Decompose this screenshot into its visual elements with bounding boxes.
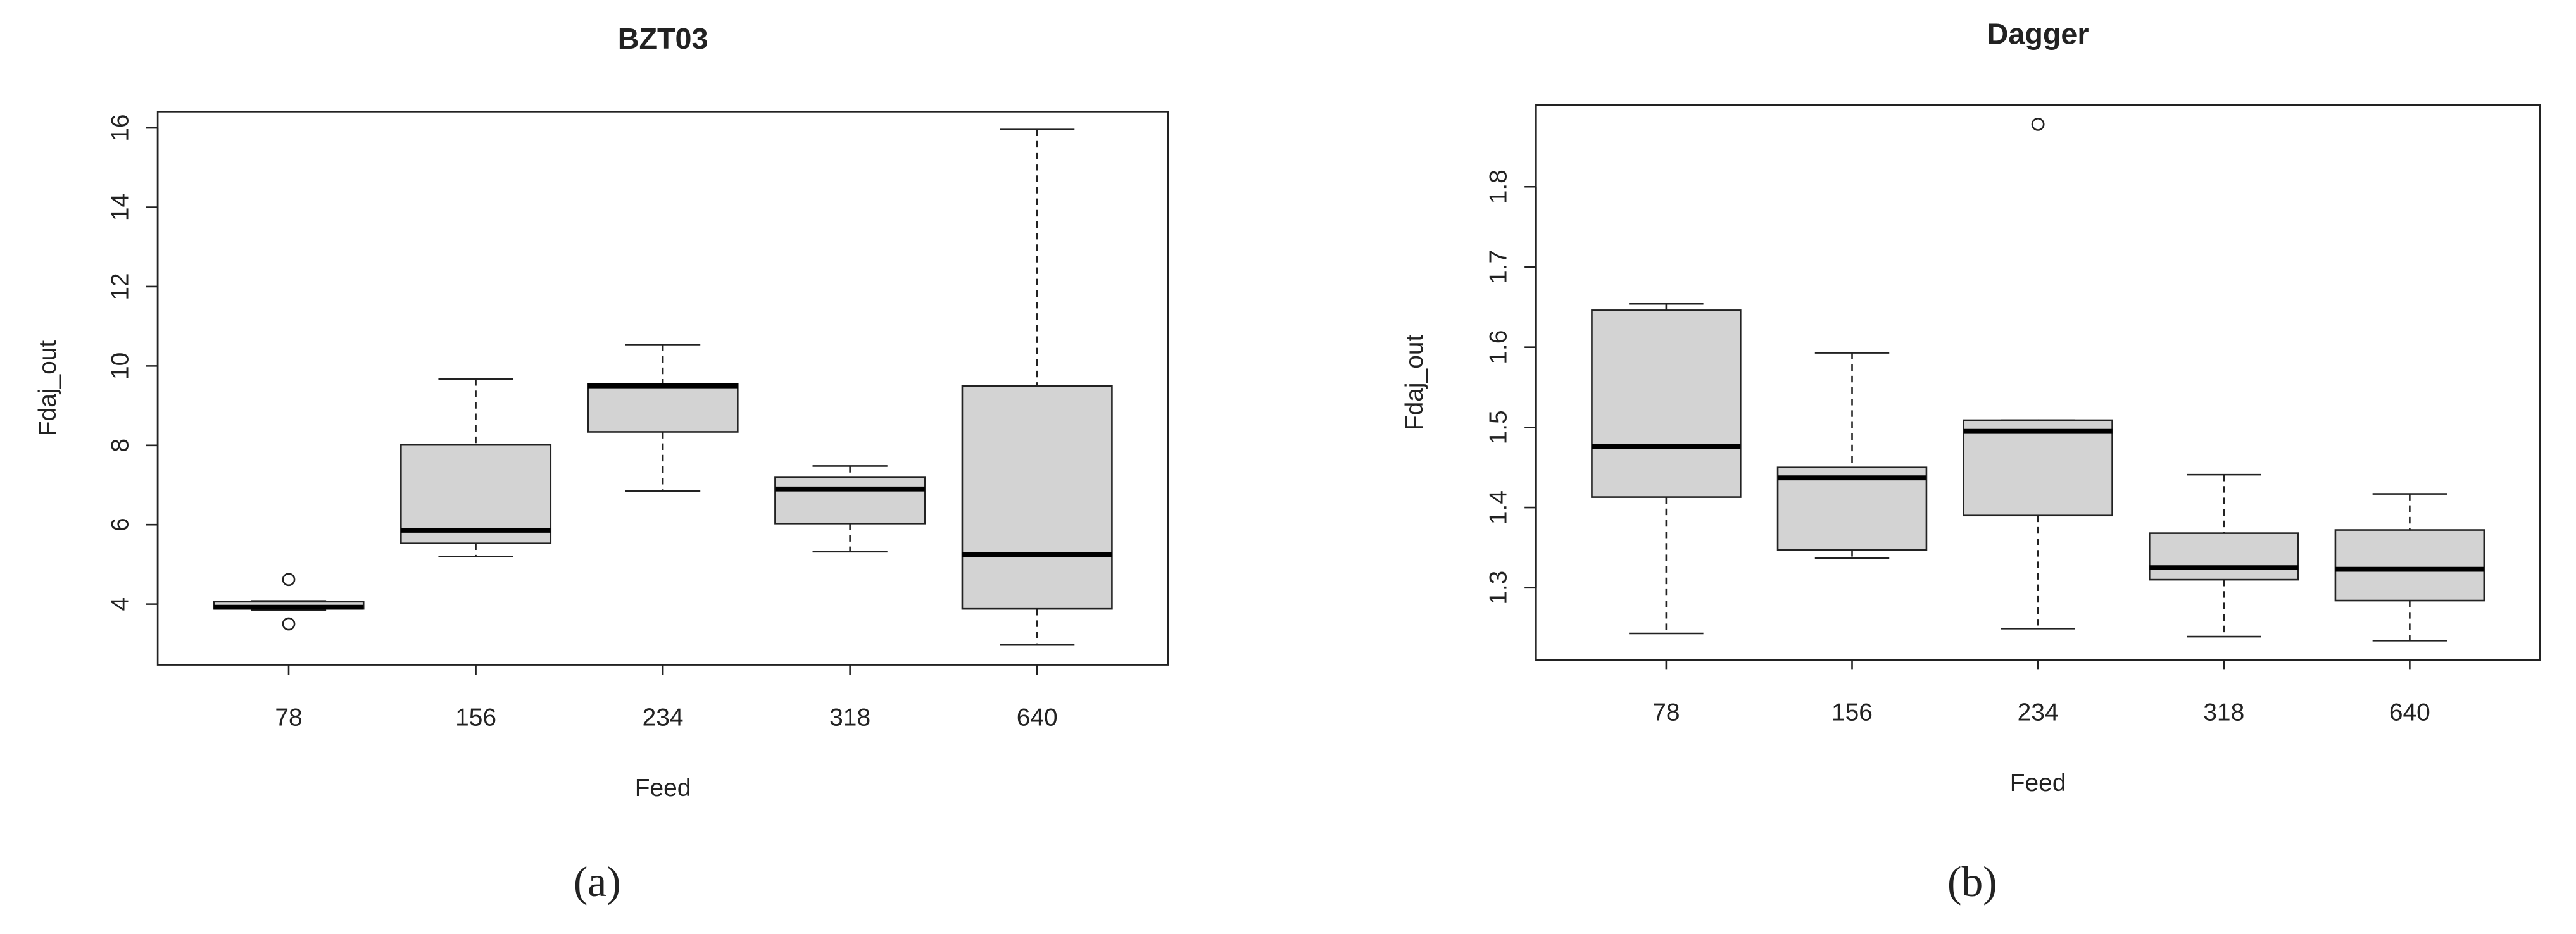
box xyxy=(1776,466,1928,551)
y-tick-label: 1.3 xyxy=(1485,571,1512,605)
y-tick-label: 1.5 xyxy=(1485,410,1512,444)
y-tick-label: 10 xyxy=(106,352,134,380)
x-tick-label: 156 xyxy=(1831,699,1873,726)
y-tick-label: 1.4 xyxy=(1485,490,1512,525)
chart-title: BZT03 xyxy=(618,22,708,55)
box xyxy=(400,444,552,544)
x-tick-label: 78 xyxy=(1652,699,1680,726)
y-tick-label: 4 xyxy=(106,597,134,611)
x-tick-label: 318 xyxy=(829,704,870,731)
y-tick-label: 14 xyxy=(106,194,134,221)
x-tick-label: 156 xyxy=(455,704,496,731)
x-axis-label: Feed xyxy=(635,775,691,802)
y-tick-label: 6 xyxy=(106,518,134,532)
outlier xyxy=(282,573,296,587)
x-axis-label: Feed xyxy=(2010,769,2066,797)
chart-title: Dagger xyxy=(1987,17,2089,50)
box xyxy=(1591,309,1742,498)
y-tick-label: 12 xyxy=(106,273,134,300)
box xyxy=(1963,419,2113,517)
x-tick-label: 640 xyxy=(1017,704,1058,731)
caption: (a) xyxy=(574,858,621,906)
y-tick-label: 1.6 xyxy=(1485,330,1512,364)
y-tick-label: 8 xyxy=(106,439,134,452)
y-tick-label: 16 xyxy=(106,114,134,141)
x-tick-label: 78 xyxy=(275,704,302,731)
y-axis-label: Fdaj_out xyxy=(34,340,61,437)
outlier xyxy=(2031,118,2045,131)
caption: (b) xyxy=(1947,858,1997,906)
box xyxy=(774,476,926,525)
y-tick-label: 1.8 xyxy=(1485,170,1512,204)
box xyxy=(587,383,739,433)
box xyxy=(2334,529,2485,602)
y-tick-label: 1.7 xyxy=(1485,250,1512,284)
x-tick-label: 234 xyxy=(2018,699,2059,726)
y-axis-label: Fdaj_out xyxy=(1401,335,1428,431)
box xyxy=(961,385,1113,610)
box xyxy=(2149,532,2299,581)
outlier xyxy=(282,617,296,631)
x-tick-label: 640 xyxy=(2389,699,2430,726)
x-tick-label: 234 xyxy=(643,704,684,731)
x-tick-label: 318 xyxy=(2203,699,2244,726)
